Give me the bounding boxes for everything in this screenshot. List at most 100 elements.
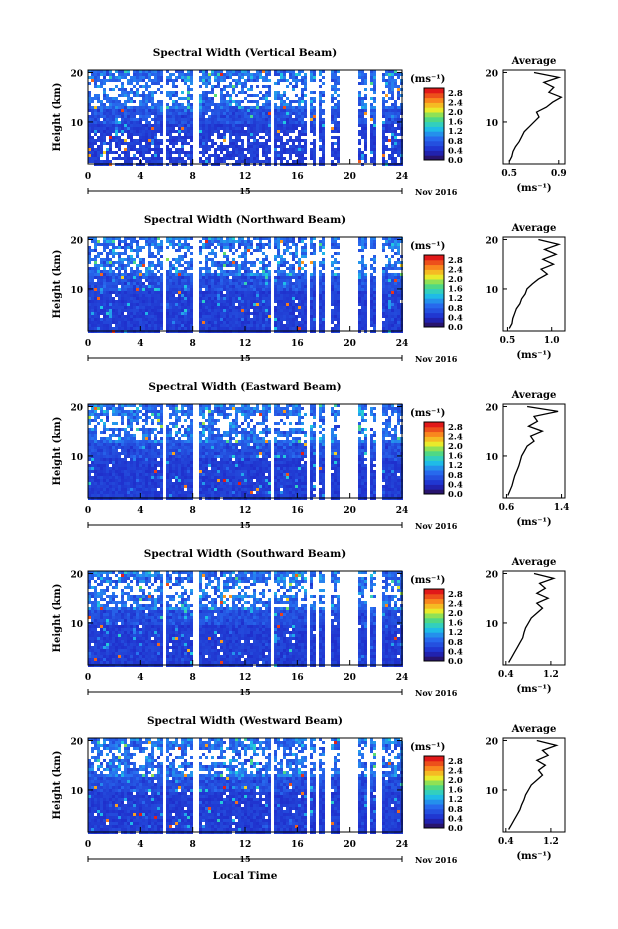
colorbar-tick-label: 0.8 bbox=[448, 471, 463, 481]
panel-title: Spectral Width (Southward Beam) bbox=[144, 548, 346, 560]
panel-title: Spectral Width (Northward Beam) bbox=[144, 214, 346, 226]
x-tick-label: 4 bbox=[137, 673, 143, 683]
colorbar-segment bbox=[424, 608, 444, 614]
colorbar-segment bbox=[424, 312, 444, 318]
colorbar-segment bbox=[424, 436, 444, 442]
average-profile-line bbox=[508, 572, 556, 663]
panel-4: Spectral Width (Westward Beam) 10 20 Height… bbox=[52, 715, 566, 865]
average-y-tick-label: 10 bbox=[485, 453, 498, 463]
panel-0: Spectral Width (Vertical Beam) 10 20 Height… bbox=[52, 47, 567, 197]
colorbar-tick-label: 1.6 bbox=[448, 452, 463, 462]
colorbar-segment bbox=[424, 107, 444, 113]
x-tick-label: 24 bbox=[396, 172, 409, 182]
colorbar-segment bbox=[424, 131, 444, 137]
x-tick-label: 20 bbox=[343, 506, 356, 516]
colorbar-tick-label: 0.0 bbox=[448, 657, 463, 667]
x-tick-label: 20 bbox=[343, 172, 356, 182]
colorbar: 2.82.42.01.61.20.80.40.0 bbox=[423, 588, 463, 667]
y-tick-label: 10 bbox=[70, 119, 83, 129]
colorbar-segment bbox=[424, 765, 444, 771]
colorbar-tick-label: 2.8 bbox=[448, 757, 463, 767]
panel-title: Spectral Width (Eastward Beam) bbox=[148, 381, 341, 393]
average-frame bbox=[502, 403, 566, 499]
average-profile-line bbox=[508, 739, 559, 830]
colorbar-segment bbox=[424, 150, 444, 156]
y-tick-label: 10 bbox=[70, 286, 83, 296]
colorbar-segment bbox=[424, 145, 444, 151]
x-tick-label: 4 bbox=[137, 840, 143, 850]
colorbar-tick-label: 0.0 bbox=[448, 490, 463, 500]
colorbar-segment bbox=[424, 479, 444, 485]
colorbar-tick-label: 2.0 bbox=[448, 776, 463, 786]
colorbar: 2.82.42.01.61.20.80.40.0 bbox=[423, 254, 463, 333]
colorbar-tick-label: 1.2 bbox=[448, 461, 463, 471]
colorbar-segment bbox=[424, 255, 444, 261]
colorbar-segment bbox=[424, 598, 444, 604]
colorbar-segment bbox=[424, 317, 444, 323]
colorbar-segment bbox=[424, 422, 444, 428]
y-tick-label: 20 bbox=[70, 570, 83, 580]
colorbar-tick-label: 2.8 bbox=[448, 89, 463, 99]
average-x-label: (ms⁻¹) bbox=[516, 684, 551, 695]
x-tick-label: 0 bbox=[85, 172, 91, 182]
x-tick-label: 12 bbox=[239, 506, 252, 516]
x-tick-label: 24 bbox=[396, 339, 409, 349]
colorbar-segment bbox=[424, 140, 444, 147]
date-label: 15 bbox=[239, 687, 250, 697]
colorbar-segment bbox=[424, 823, 444, 829]
colorbar-segment bbox=[424, 269, 444, 275]
colorbar-segment bbox=[424, 121, 444, 127]
date-label: 15 bbox=[239, 353, 250, 363]
panel-1: Spectral Width (Northward Beam) 10 20 Heigh… bbox=[52, 214, 566, 364]
colorbar-tick-label: 2.4 bbox=[448, 432, 463, 442]
average-panel: Average 10 20 0.5 1.0 (ms⁻¹) bbox=[485, 223, 566, 361]
average-profile-line bbox=[508, 71, 563, 162]
colorbar-tick-label: 0.4 bbox=[448, 647, 463, 657]
colorbar-segment bbox=[424, 470, 444, 476]
colorbar-segment bbox=[424, 760, 444, 767]
colorbar-tick-label: 2.0 bbox=[448, 609, 463, 619]
average-x-label: (ms⁻¹) bbox=[516, 851, 551, 862]
colorbar-segment bbox=[424, 450, 444, 457]
average-x-label: (ms⁻¹) bbox=[516, 350, 551, 361]
x-tick-label: 20 bbox=[343, 339, 356, 349]
colorbar-segment bbox=[424, 651, 444, 657]
y-tick-label: 20 bbox=[70, 403, 83, 413]
x-tick-label: 12 bbox=[239, 172, 252, 182]
y-axis-label: Height (km) bbox=[52, 83, 63, 152]
average-y-tick-label: 20 bbox=[485, 236, 498, 246]
colorbar-segment bbox=[424, 116, 444, 123]
x-tick-label: 4 bbox=[137, 172, 143, 182]
y-tick-label: 20 bbox=[70, 236, 83, 246]
y-tick-label: 20 bbox=[70, 737, 83, 747]
colorbar-segment bbox=[424, 603, 444, 609]
colorbar-segment bbox=[424, 627, 444, 633]
colorbar-segment bbox=[424, 102, 444, 108]
average-x-tick-label: 0.5 bbox=[500, 336, 516, 346]
average-panel: Average 10 20 0.5 0.9(ms⁻¹) bbox=[485, 56, 566, 194]
colorbar-tick-label: 2.4 bbox=[448, 265, 463, 275]
x-tick-label: 0 bbox=[85, 339, 91, 349]
colorbar-segment bbox=[424, 446, 444, 452]
colorbar-tick-label: 2.4 bbox=[448, 599, 463, 609]
month-label: Nov 2016 bbox=[415, 354, 458, 364]
colorbar-segment bbox=[424, 293, 444, 299]
average-title: Average bbox=[511, 724, 557, 735]
colorbar-segment bbox=[424, 484, 444, 490]
colorbar-tick-label: 0.4 bbox=[448, 480, 463, 490]
x-tick-label: 4 bbox=[137, 339, 143, 349]
colorbar-segment bbox=[424, 112, 444, 118]
y-axis-label: Height (km) bbox=[52, 417, 63, 486]
colorbar-frame bbox=[423, 588, 445, 662]
month-label: Nov 2016 bbox=[415, 688, 458, 698]
average-title: Average bbox=[511, 223, 557, 234]
colorbar-tick-label: 0.8 bbox=[448, 304, 463, 314]
colorbar-segment bbox=[424, 770, 444, 776]
y-axis-label: Height (km) bbox=[52, 751, 63, 820]
average-x-tick-label: 0.6 bbox=[499, 503, 515, 513]
x-tick-label: 20 bbox=[343, 840, 356, 850]
date-label: 15 bbox=[239, 520, 250, 530]
x-tick-label: 0 bbox=[85, 506, 91, 516]
colorbar-tick-label: 2.8 bbox=[448, 590, 463, 600]
